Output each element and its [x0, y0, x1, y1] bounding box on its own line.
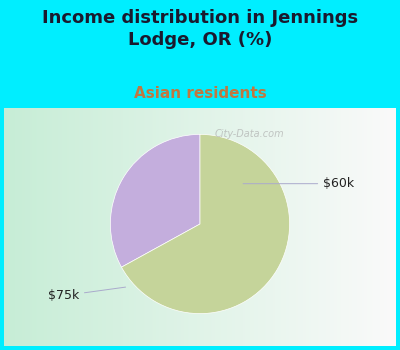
Wedge shape [110, 134, 200, 267]
Wedge shape [122, 134, 290, 314]
Text: Income distribution in Jennings
Lodge, OR (%): Income distribution in Jennings Lodge, O… [42, 9, 358, 49]
Text: $75k: $75k [48, 287, 126, 302]
Text: $60k: $60k [243, 177, 354, 190]
Text: City-Data.com: City-Data.com [214, 130, 284, 139]
Text: Asian residents: Asian residents [134, 86, 266, 101]
